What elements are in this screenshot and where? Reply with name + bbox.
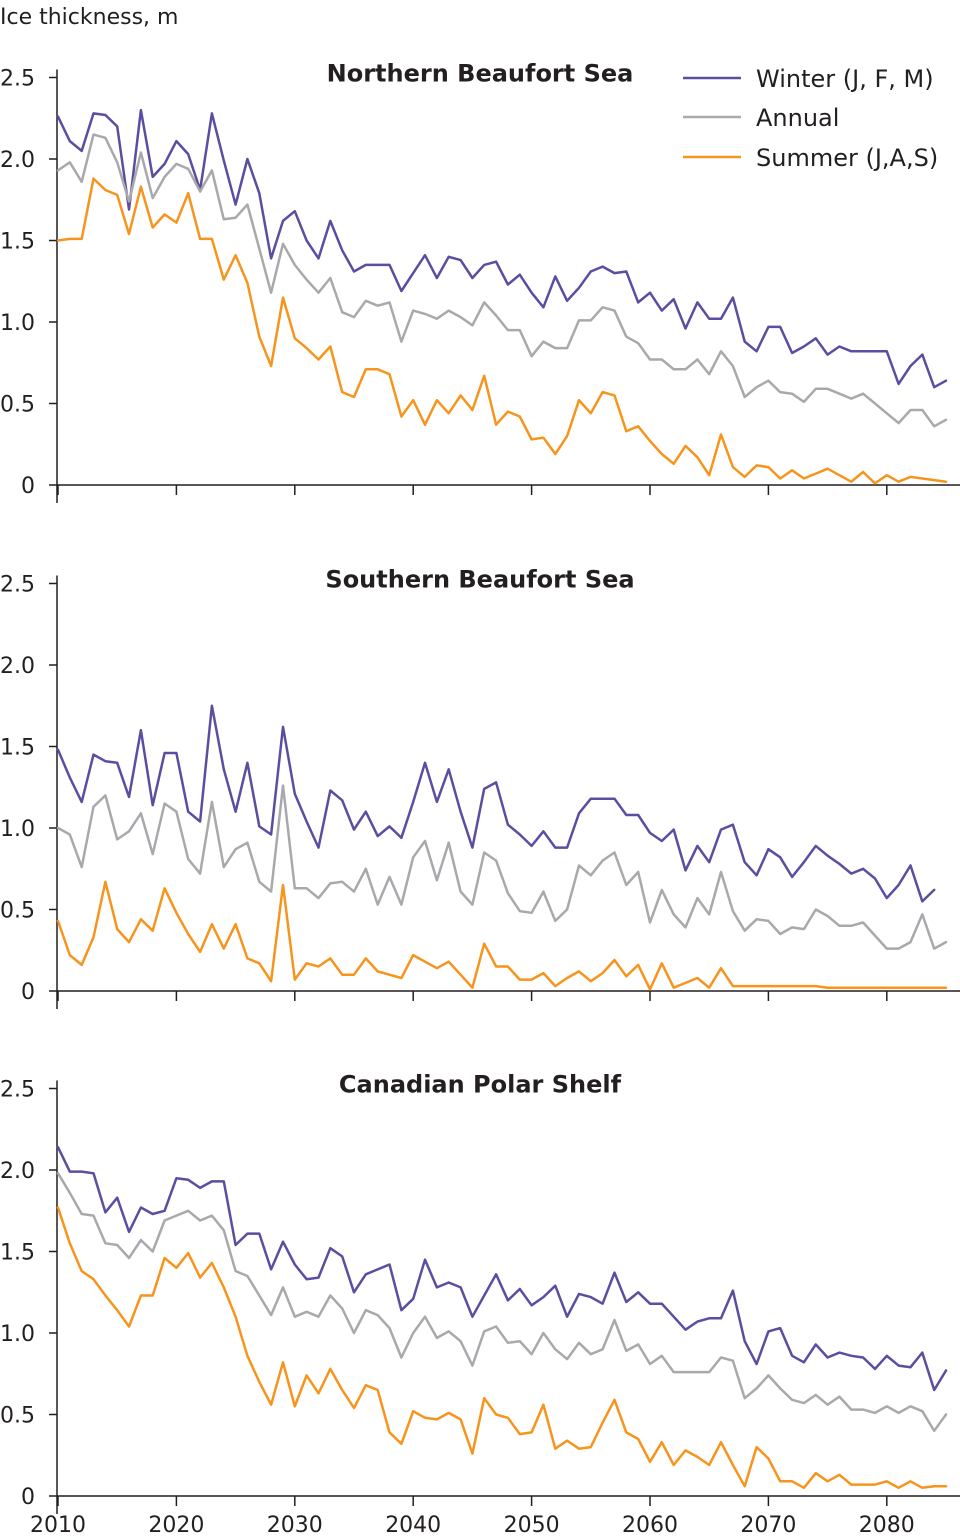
x-tick-label: 2020 [148,1513,204,1538]
x-tick-label: 2060 [622,1513,678,1538]
x-tick-label: 2040 [385,1513,441,1538]
legend-item-summer-j-a-s: Summer (J,A,S) [683,144,938,172]
y-tick-label: 2.0 [0,654,35,679]
series-line-winter-j-f-m [56,1145,948,1392]
series-line-annual [56,784,948,950]
panel-title: Southern Beaufort Sea [325,566,634,594]
y-tick-label: 0 [21,474,35,499]
y-axis-label: Ice thickness, m [0,5,178,30]
legend-label: Summer (J,A,S) [756,144,938,172]
y-tick-label: 0.5 [0,393,35,418]
y-tick-label: 2.5 [0,1078,35,1103]
y-tick-label: 0 [21,1485,35,1510]
y-tick-label: 1.5 [0,1241,35,1266]
panel-title: Canadian Polar Shelf [339,1071,622,1099]
y-tick-label: 1.5 [0,736,35,761]
series-line-winter-j-f-m [56,108,948,389]
legend-item-annual: Annual [683,104,839,132]
x-tick-label: 2070 [740,1513,796,1538]
y-tick-label: 0.5 [0,899,35,924]
y-tick-label: 1.0 [0,1322,35,1347]
panel-title: Northern Beaufort Sea [327,60,634,88]
legend-label: Winter (J, F, M) [756,65,934,93]
legend-item-winter-j-f-m: Winter (J, F, M) [683,65,934,93]
y-tick-label: 2.0 [0,148,35,173]
chart-panels: 0 0.5 1.0 1.5 2.0 2.5 Northern Beaufort Sea 0 0.… [0,60,960,1538]
series-line-annual [56,133,948,428]
y-tick-label: 2.0 [0,1159,35,1184]
y-tick-label: 0.5 [0,1404,35,1429]
panel-northern-beaufort-sea: 0 0.5 1.0 1.5 2.0 2.5 Northern Beaufort Sea [0,60,960,503]
y-tick-label: 1.5 [0,230,35,255]
y-tick-label: 1.0 [0,817,35,842]
y-tick-label: 0 [21,980,35,1005]
y-tick-label: 2.5 [0,573,35,598]
x-tick-label: 2050 [504,1513,560,1538]
series-line-annual [56,1172,948,1433]
panel-canadian-polar-shelf: 0 0.5 1.0 1.5 2.0 2.5 2010 2020 2030 2040 2050 2060… [0,1071,960,1538]
x-tick-label: 2030 [267,1513,323,1538]
series-line-summer-j-a-s [56,177,948,485]
panel-southern-beaufort-sea: 0 0.5 1.0 1.5 2.0 2.5 Southern Beaufort Sea [0,566,960,1009]
y-tick-label: 2.5 [0,67,35,92]
series-line-summer-j-a-s [56,880,948,991]
y-tick-label: 1.0 [0,311,35,336]
legend-label: Annual [756,104,839,132]
x-tick-label: 2010 [30,1513,86,1538]
series-line-summer-j-a-s [56,1206,948,1490]
x-tick-label: 2080 [859,1513,915,1538]
series-line-winter-j-f-m [56,704,936,903]
chart-legend: Winter (J, F, M) Annual Summer (J,A,S) [683,65,938,172]
